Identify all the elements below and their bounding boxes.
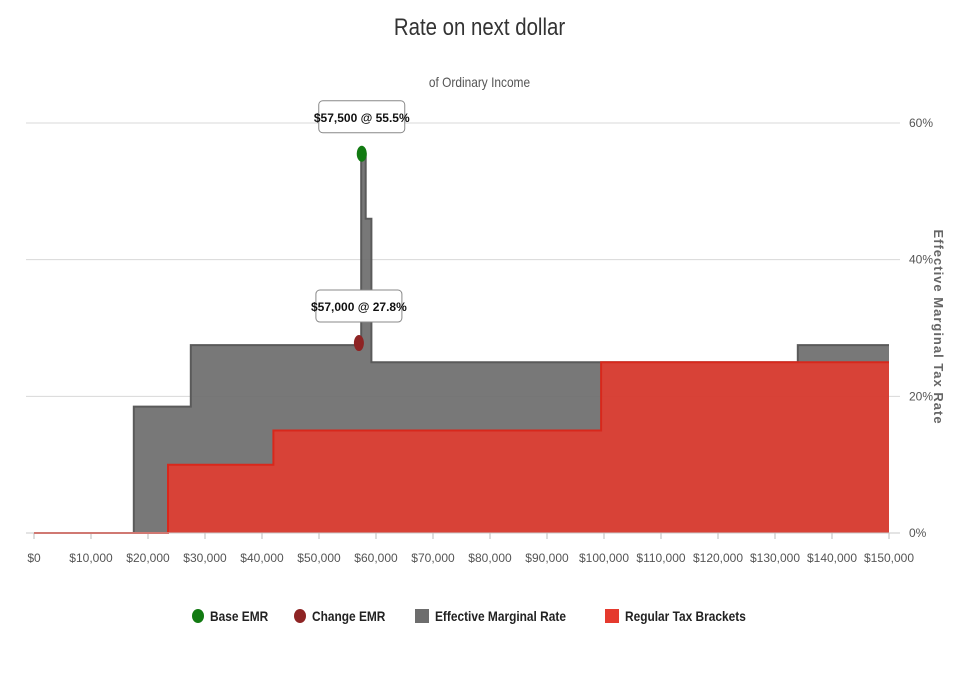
chart-title: Rate on next dollar — [393, 14, 566, 41]
x-tick-label: $70,000 — [411, 551, 455, 565]
chart-legend: Base EMR Change EMR Effective Marginal R… — [0, 608, 959, 624]
x-tick-label: $10,000 — [69, 551, 113, 565]
x-tick-label: $140,000 — [807, 551, 857, 565]
x-tick-label: $30,000 — [183, 551, 227, 565]
y-tick-label: 40% — [909, 253, 933, 267]
change-emr-marker — [353, 335, 364, 352]
x-tick-label: $80,000 — [468, 551, 512, 565]
legend-item-regular-tax-brackets[interactable]: Regular Tax Brackets — [604, 608, 767, 624]
chart-subtitle: of Ordinary Income — [428, 74, 531, 90]
legend-label-effective-marginal-rate: Effective Marginal Rate — [434, 608, 566, 624]
x-tick-label: $20,000 — [126, 551, 170, 565]
change-emr-callout-label: $57,000 @ 27.8% — [311, 300, 407, 314]
x-tick-label: $60,000 — [354, 551, 398, 565]
y-tick-label: 20% — [909, 389, 933, 403]
x-tick-label: $100,000 — [579, 551, 629, 565]
base-emr-marker — [356, 145, 367, 162]
legend-item-change-emr[interactable]: Change EMR — [294, 608, 398, 624]
chart-plot: 0% 20% 40% 60% $0 $10,000 $20,000 $30,000 $40,00… — [26, 100, 946, 565]
base-emr-callout-box — [318, 100, 406, 134]
y-tick-label: 60% — [909, 116, 933, 130]
change-emr-callout-box — [315, 289, 403, 323]
legend-item-base-emr[interactable]: Base EMR — [191, 608, 278, 624]
legend-label-regular-tax-brackets: Regular Tax Brackets — [624, 608, 746, 624]
regular-tax-brackets-area — [34, 362, 889, 533]
x-tick-label: $150,000 — [864, 551, 914, 565]
legend-marker-base-emr — [191, 609, 204, 623]
x-tick-label: $50,000 — [297, 551, 341, 565]
base-emr-callout-label: $57,500 @ 55.5% — [314, 111, 410, 125]
x-tick-label: $40,000 — [240, 551, 284, 565]
x-tick-label: $120,000 — [693, 551, 743, 565]
y-axis-title: Effective Marginal Tax Rate — [931, 229, 946, 424]
legend-label-change-emr: Change EMR — [312, 608, 386, 624]
legend-item-effective-marginal-rate[interactable]: Effective Marginal Rate — [414, 608, 589, 624]
legend-marker-change-emr — [294, 609, 307, 623]
x-tick-label: $0 — [27, 551, 41, 565]
regular-tax-brackets-line — [34, 361, 889, 534]
legend-swatch-effective-marginal-rate — [414, 609, 429, 623]
x-tick-label: $90,000 — [525, 551, 569, 565]
x-tick-label: $110,000 — [636, 551, 685, 565]
y-tick-label: 0% — [909, 526, 927, 540]
legend-label-base-emr: Base EMR — [209, 608, 269, 624]
legend-swatch-regular-tax-brackets — [604, 609, 619, 623]
x-tick-label: $130,000 — [750, 551, 800, 565]
